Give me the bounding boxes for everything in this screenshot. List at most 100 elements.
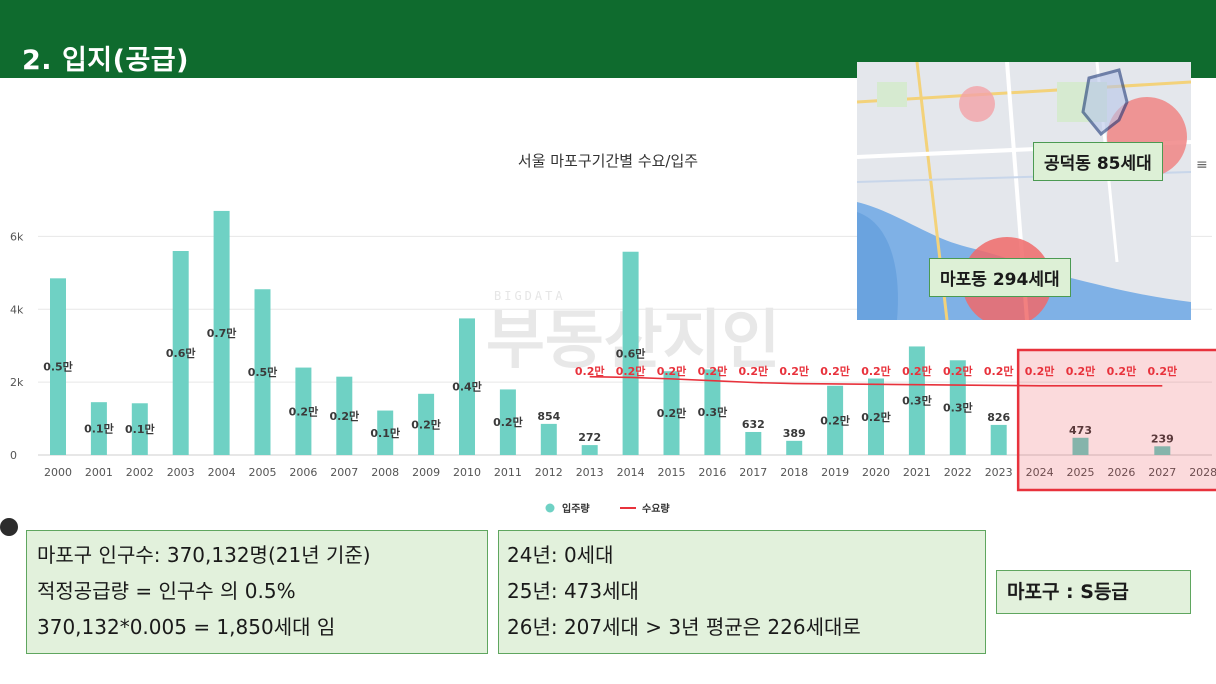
bar-data-label: 632 [742, 418, 765, 431]
bar-data-label: 826 [987, 411, 1010, 424]
x-tick-label: 2000 [44, 466, 72, 479]
bar [1072, 437, 1089, 455]
bar [868, 378, 884, 455]
x-tick-label: 2022 [944, 466, 972, 479]
demand-data-label: 0.2만 [575, 364, 605, 378]
bar-data-label: 0.3만 [902, 394, 932, 408]
x-tick-label: 2023 [985, 466, 1013, 479]
bar-data-label: 0.5만 [248, 365, 278, 379]
home-icon [0, 518, 18, 536]
y-tick-label: 2k [10, 376, 24, 389]
x-tick-label: 2025 [1067, 466, 1095, 479]
bar-data-label: 0.6만 [166, 346, 196, 360]
bar [540, 423, 557, 455]
bar [663, 371, 680, 455]
page-title: 2. 입지(공급) [22, 45, 189, 76]
bar-data-label: 0.2만 [329, 409, 359, 423]
bar-data-label: 0.1만 [84, 422, 114, 436]
x-tick-label: 2007 [330, 466, 358, 479]
x-tick-label: 2021 [903, 466, 931, 479]
bar-data-label: 473 [1069, 424, 1092, 437]
supply-info-box: 24년: 0세대 25년: 473세대 26년: 207세대 > 3년 평균은 … [498, 530, 986, 654]
bar-data-label: 0.3만 [698, 405, 728, 419]
info-line: 마포구 인구수: 370,132명(21년 기준) [37, 543, 371, 567]
x-tick-label: 2006 [289, 466, 317, 479]
bar [622, 251, 639, 455]
x-tick-label: 2009 [412, 466, 440, 479]
watermark-sub: BIGDATA [494, 289, 566, 303]
x-tick-label: 2019 [821, 466, 849, 479]
x-tick-label: 2001 [85, 466, 113, 479]
bar-data-label: 0.1만 [125, 422, 155, 436]
bar-data-label: 0.2만 [493, 415, 523, 429]
bar [581, 445, 598, 455]
x-tick-label: 2016 [698, 466, 726, 479]
bar [908, 346, 925, 455]
demand-data-label: 0.2만 [616, 364, 646, 378]
info-line: 적정공급량 = 인구수 의 0.5% [37, 579, 296, 603]
demand-line [589, 375, 1163, 387]
x-tick-label: 2027 [1148, 466, 1176, 479]
x-tick-label: 2024 [1026, 466, 1054, 479]
demand-data-label: 0.2만 [1066, 364, 1096, 378]
bar-data-label: 0.1만 [370, 426, 400, 440]
bar [131, 403, 148, 455]
menu-icon[interactable]: ≡ [1196, 157, 1208, 173]
demand-data-label: 0.2만 [698, 364, 728, 378]
location-map: 공덕동 85세대 마포동 294세대 [857, 62, 1191, 320]
bar [254, 289, 271, 455]
bar-data-label: 854 [537, 410, 560, 423]
info-line: 26년: 207세대 > 3년 평균은 226세대로 [507, 615, 861, 639]
bar [377, 410, 394, 455]
demand-data-label: 0.2만 [1107, 364, 1137, 378]
bar [172, 251, 189, 455]
bar-data-label: 272 [578, 431, 601, 444]
x-tick-label: 2008 [371, 466, 399, 479]
x-tick-label: 2017 [739, 466, 767, 479]
map-label-gongdeok: 공덕동 85세대 [1033, 142, 1163, 181]
x-tick-label: 2020 [862, 466, 890, 479]
bar-data-label: 0.2만 [861, 410, 891, 424]
demand-data-label: 0.2만 [943, 364, 973, 378]
bar [745, 431, 762, 455]
bar [418, 393, 435, 455]
x-tick-label: 2003 [167, 466, 195, 479]
info-line: 370,132*0.005 = 1,850세대 임 [37, 615, 336, 639]
bar [949, 360, 966, 455]
demand-data-label: 0.2만 [820, 364, 850, 378]
demand-data-label: 0.2만 [984, 364, 1014, 378]
demand-data-label: 0.2만 [861, 364, 891, 378]
demand-data-label: 0.2만 [1025, 364, 1055, 378]
bar [827, 385, 844, 455]
demand-data-label: 0.2만 [657, 364, 687, 378]
bar-data-label: 0.4만 [452, 380, 482, 394]
bar [50, 278, 66, 455]
bar [295, 367, 312, 455]
bar [90, 402, 107, 455]
x-tick-label: 2026 [1107, 466, 1135, 479]
x-tick-label: 2014 [617, 466, 645, 479]
map-label-mapo: 마포동 294세대 [929, 258, 1071, 297]
bar-data-label: 0.2만 [820, 413, 850, 427]
bar-data-label: 0.5만 [43, 360, 73, 374]
y-tick-label: 0 [10, 449, 17, 462]
bar [786, 440, 803, 455]
grade-badge: 마포구 : S등급 [996, 570, 1191, 614]
chart-title: 서울 마포구기간별 수요/입주 [518, 152, 698, 170]
legend-marker-supply [545, 503, 555, 513]
y-tick-label: 6k [10, 230, 24, 243]
bar-data-label: 0.2만 [411, 417, 441, 431]
bar [990, 424, 1007, 455]
x-tick-label: 2004 [208, 466, 236, 479]
bar [336, 376, 353, 455]
bar [1154, 446, 1171, 455]
bar [213, 210, 230, 455]
x-tick-label: 2011 [494, 466, 522, 479]
info-line: 24년: 0세대 [507, 543, 614, 567]
highlight-box [1016, 348, 1216, 492]
x-tick-label: 2012 [535, 466, 563, 479]
demand-data-label: 0.2만 [902, 364, 932, 378]
x-tick-label: 2015 [658, 466, 686, 479]
demand-data-label: 0.2만 [1147, 364, 1177, 378]
x-tick-label: 2018 [780, 466, 808, 479]
